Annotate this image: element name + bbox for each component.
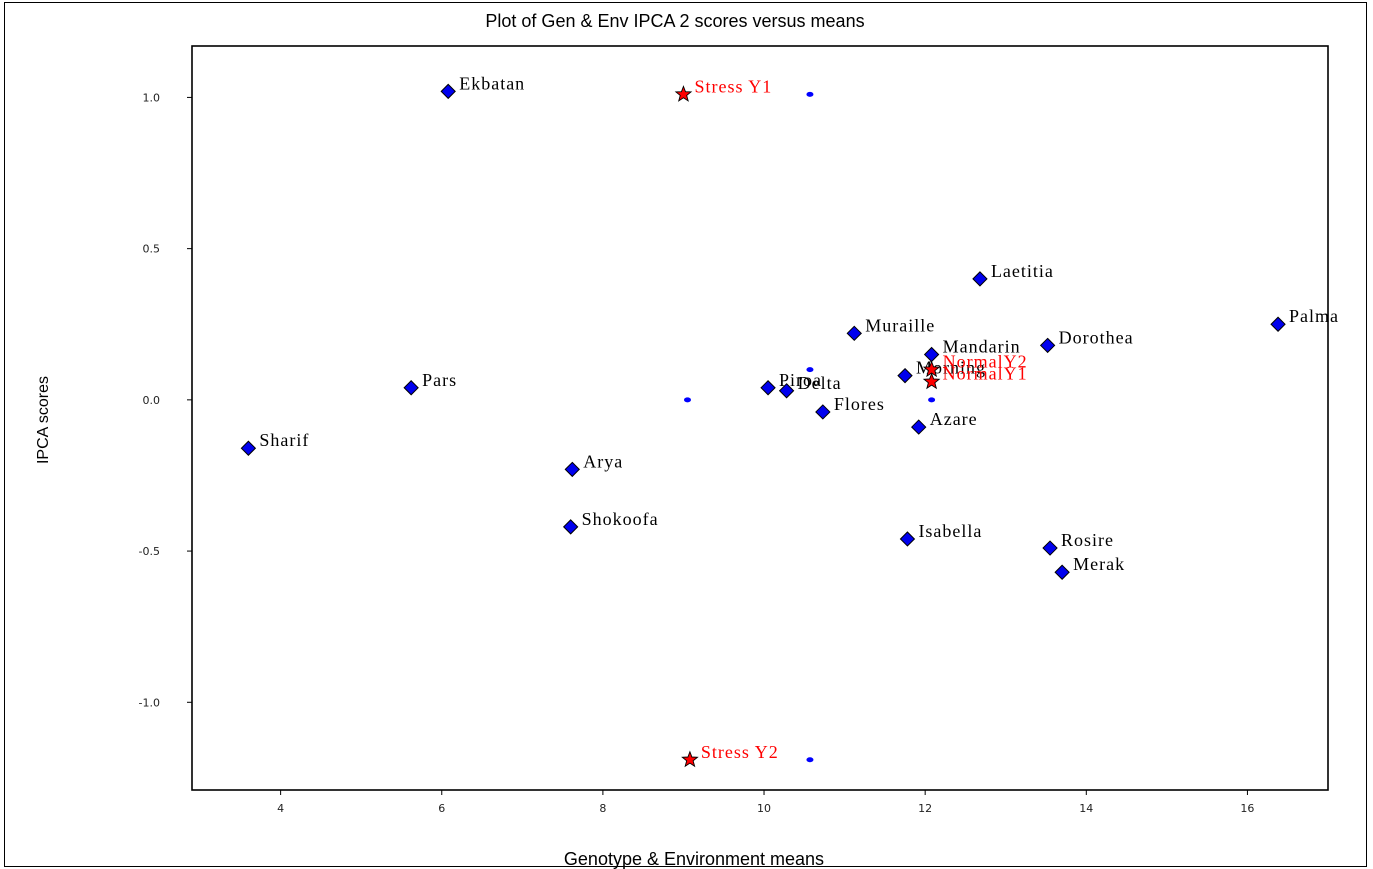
- genotype-label: Merak: [1073, 554, 1125, 574]
- genotype-label: Delta: [798, 373, 842, 393]
- small-dot: [806, 91, 814, 97]
- genotype-point-pars: [403, 380, 419, 396]
- y-tick-label: 0.0: [143, 394, 161, 407]
- environment-point: [681, 750, 699, 768]
- genotype-point-merak: [1054, 564, 1070, 580]
- genotype-label: Isabella: [918, 521, 982, 541]
- x-tick-label: 4: [277, 802, 284, 815]
- genotype-label: Laetitia: [991, 261, 1054, 281]
- x-axis-title: Genotype & Environment means: [564, 849, 824, 869]
- genotype-point-rosire: [1042, 540, 1058, 556]
- genotype-point-arya: [564, 461, 580, 478]
- genotype-label: Arya: [583, 451, 623, 471]
- genotype-label: Pars: [422, 370, 457, 390]
- plot-area: [191, 45, 1329, 791]
- genotype-label: Dorothea: [1059, 327, 1134, 347]
- genotype-point-morning: [897, 367, 913, 384]
- genotype-label: Ekbatan: [459, 73, 525, 93]
- y-tick-label: -1.0: [139, 696, 160, 709]
- genotype-point-ekbatan: [440, 83, 456, 100]
- environment-label: Stress Y1: [694, 76, 772, 96]
- genotype-point-dorothea: [1039, 337, 1056, 354]
- genotype-point-muraille: [846, 325, 862, 342]
- chart-frame: [4, 2, 1367, 867]
- x-tick-label: 6: [438, 802, 445, 815]
- genotype-label: Azare: [930, 409, 978, 429]
- genotype-label: Shokoofa: [582, 509, 659, 529]
- y-tick-label: -0.5: [139, 545, 160, 558]
- environment-label: NormalY2: [943, 352, 1028, 372]
- x-tick-label: 12: [918, 802, 932, 815]
- genotype-point-isabella: [899, 531, 916, 547]
- chart-title: Plot of Gen & Env IPCA 2 scores versus m…: [485, 11, 864, 31]
- genotype-point-piroa: [760, 380, 776, 396]
- genotype-label: Flores: [834, 394, 885, 414]
- genotype-label: Rosire: [1061, 530, 1114, 550]
- axis-ticks: 4 6 8 10 12 14 16 1.0 0.5 0.0 -0.5 -1.0: [139, 91, 1255, 815]
- y-tick-label: 1.0: [143, 91, 161, 104]
- genotype-points-layer: Ekbatan Laetitia Palma Muraille Dorothea Mand…: [240, 73, 1339, 580]
- genotype-point-flores: [815, 404, 831, 420]
- environment-point: [922, 372, 941, 390]
- genotype-point-delta: [778, 383, 795, 399]
- genotype-point-sharif: [240, 440, 257, 456]
- y-tick-label: 0.5: [143, 243, 161, 256]
- small-dot: [683, 397, 691, 403]
- genotype-label: Palma: [1289, 306, 1339, 326]
- y-axis-title: IPCA scores: [35, 376, 52, 464]
- genotype-label: Sharif: [259, 430, 309, 450]
- environment-label: NormalY1: [943, 364, 1028, 384]
- genotype-point-laetitia: [972, 271, 988, 287]
- small-dot: [806, 367, 814, 373]
- environment-point: [674, 85, 693, 102]
- environment-label: Stress Y2: [701, 742, 779, 762]
- genotype-label: Piroa: [779, 370, 822, 390]
- x-tick-label: 16: [1240, 802, 1254, 815]
- small-dots-layer: [683, 91, 936, 763]
- x-tick-label: 8: [599, 802, 606, 815]
- small-dot: [806, 757, 814, 763]
- genotype-label: Muraille: [865, 315, 935, 335]
- x-tick-label: 14: [1079, 802, 1093, 815]
- x-tick-label: 10: [757, 802, 771, 815]
- genotype-point-palma: [1270, 316, 1286, 332]
- genotype-point-shokoofa: [562, 519, 579, 535]
- small-dot: [928, 397, 936, 403]
- genotype-label: Mandarin: [943, 336, 1021, 356]
- genotype-point-azare: [911, 419, 927, 435]
